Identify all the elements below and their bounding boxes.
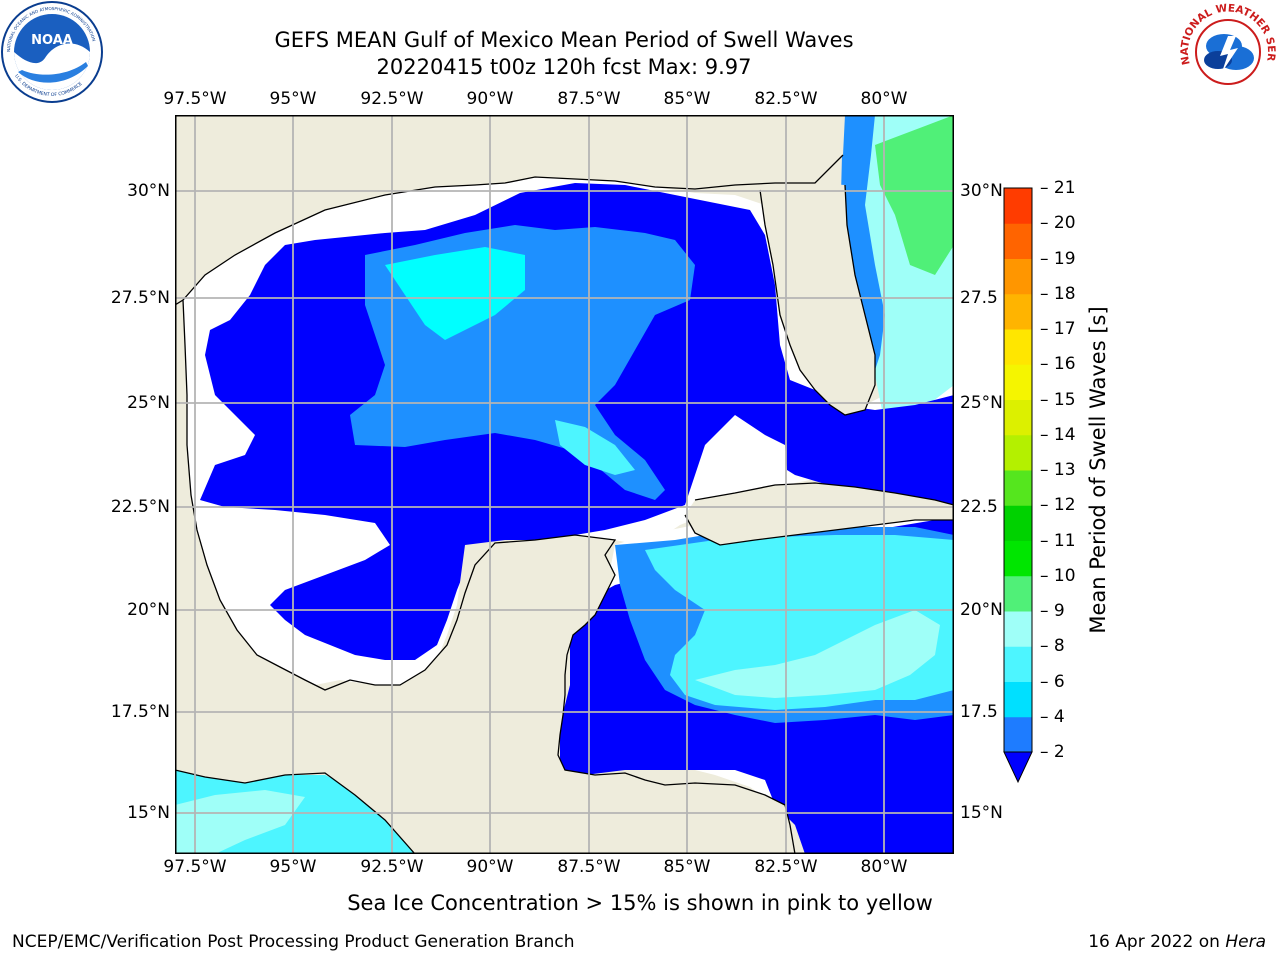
lat-label: 30°N (960, 181, 1003, 201)
colorbar-segment (1004, 329, 1032, 365)
nws-logo: NATIONAL WEATHER SERVICE (1176, 0, 1278, 102)
lon-label: 87.5°W (557, 857, 621, 877)
colorbar-segment (1004, 258, 1032, 295)
land-central-america (325, 540, 795, 854)
colorbar-segment (1004, 293, 1032, 330)
sea-ice-caption: Sea Ice Concentration > 15% is shown in … (0, 891, 1280, 915)
colorbar-segment (1004, 716, 1032, 753)
colorbar-tick-label: – 6 (1040, 671, 1065, 692)
colorbar-tick-label: – 15 (1040, 389, 1076, 410)
lon-label: 97.5°W (163, 89, 227, 109)
colorbar-segment (1004, 611, 1032, 647)
lat-label: 22.5 (960, 497, 998, 517)
colorbar-segment (1004, 540, 1032, 577)
footer-host: Hera (1225, 932, 1266, 952)
colorbar-segment (1004, 646, 1032, 682)
lat-label: 15°N (960, 803, 1003, 823)
lon-label: 95°W (269, 89, 317, 109)
colorbar-tick-label: – 8 (1040, 636, 1065, 657)
lat-label: 20°N (127, 600, 170, 620)
lon-label: 82.5°W (754, 89, 818, 109)
colorbar-tick-label: – 16 (1040, 354, 1076, 375)
lat-labels-right: 30°N 27.5 25°N 22.5 20°N 17.5 15°N (960, 0, 1010, 960)
noaa-logo: NOAA NATIONAL OCEANIC AND ATMOSPHERIC AD… (1, 1, 103, 103)
lon-label: 97.5°W (163, 857, 227, 877)
lon-label: 95°W (269, 857, 317, 877)
footer-date-text: 16 Apr 2022 on (1088, 932, 1226, 952)
colorbar-tick-label: – 20 (1040, 213, 1076, 234)
lon-label: 90°W (466, 89, 514, 109)
lon-label: 80°W (860, 89, 908, 109)
lon-label: 92.5°W (360, 857, 424, 877)
lon-label: 87.5°W (557, 89, 621, 109)
colorbar-tick-label: – 4 (1040, 706, 1065, 727)
colorbar-extend-arrow (1003, 751, 1033, 784)
lat-label: 27.5°N (110, 288, 170, 308)
lon-label: 90°W (466, 857, 514, 877)
lat-label: 25°N (127, 393, 170, 413)
land-cuba (685, 483, 954, 545)
lat-label: 17.5 (960, 702, 998, 722)
pacific-water-light (175, 790, 305, 854)
colorbar-segment (1004, 470, 1032, 506)
lat-label: 20°N (960, 600, 1003, 620)
lat-label: 17.5°N (110, 702, 170, 722)
colorbar-segment (1004, 223, 1032, 259)
lat-labels-left: 30°N 27.5°N 25°N 22.5°N 20°N 17.5°N 15°N (0, 0, 170, 960)
colorbar-segment (1004, 434, 1032, 471)
colorbar-tick-label: – 17 (1040, 319, 1076, 339)
lon-label: 85°W (663, 89, 711, 109)
lon-label: 92.5°W (360, 89, 424, 109)
lon-label: 85°W (663, 857, 711, 877)
land-florida (760, 183, 875, 415)
colorbar-segment (1004, 364, 1032, 400)
caption-text: Sea Ice Concentration > 15% is shown in … (347, 891, 933, 915)
noaa-text: NOAA (31, 33, 73, 48)
lat-label: 25°N (960, 393, 1003, 413)
map-frame (175, 115, 954, 854)
colorbar-segment (1004, 505, 1032, 541)
swell-period-map (175, 115, 954, 854)
colorbar-frame (1003, 187, 1033, 753)
lon-label: 82.5°W (754, 857, 818, 877)
colorbar-tick-label: – 9 (1040, 601, 1065, 621)
coastline (175, 154, 954, 854)
lon-label: 80°W (860, 857, 908, 877)
lon-labels-top: 97.5°W 95°W 92.5°W 90°W 87.5°W 85°W 82.5… (0, 89, 1280, 111)
plot-subtitle: 20220415 t00z 120h fcst Max: 9.97 (376, 55, 752, 79)
colorbar-segment (1004, 681, 1032, 718)
colorbar-segment (1004, 575, 1032, 612)
carib-swell-8-9s (695, 610, 940, 698)
colorbar-segment (1004, 399, 1032, 436)
colorbar-tick-label: – 12 (1040, 495, 1076, 516)
land-us-coast (175, 115, 954, 305)
colorbar (1003, 187, 1033, 784)
colorbar-segment (1004, 188, 1032, 224)
colorbar-tick-label: – 2 (1040, 742, 1065, 762)
colorbar-tick-label: – 11 (1040, 530, 1076, 551)
colorbar-title: Mean Period of Swell Waves [s] (1086, 306, 1110, 634)
land-mexico-west (175, 300, 325, 783)
colorbar-tick-label: – 19 (1040, 248, 1076, 269)
swell-field-6-8s-b (555, 420, 635, 475)
lat-label: 27.5 (960, 288, 998, 308)
atlantic-green (875, 115, 954, 275)
lat-label: 22.5°N (110, 497, 170, 517)
footer-credit: NCEP/EMC/Verification Post Processing Pr… (12, 932, 575, 952)
colorbar-tick-label: – 21 (1040, 178, 1076, 198)
colorbar-tick-label: – 18 (1040, 283, 1076, 304)
graticule (175, 115, 954, 854)
colorbar-tick-label: – 14 (1040, 424, 1076, 445)
colorbar-tick-label: – 13 (1040, 460, 1076, 480)
footer-date: 16 Apr 2022 on Hera (1088, 932, 1266, 952)
lat-label: 15°N (127, 803, 170, 823)
colorbar-tick-label: – 10 (1040, 565, 1076, 586)
lat-label: 30°N (127, 181, 170, 201)
lon-labels-bottom: 97.5°W 95°W 92.5°W 90°W 87.5°W 85°W 82.5… (0, 857, 1280, 879)
plot-title: GEFS MEAN Gulf of Mexico Mean Period of … (274, 28, 854, 52)
